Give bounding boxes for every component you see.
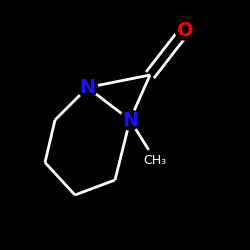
Circle shape: [120, 110, 140, 130]
Text: N: N: [80, 78, 96, 97]
Circle shape: [144, 149, 166, 171]
Circle shape: [78, 78, 98, 98]
Text: O: O: [177, 20, 193, 40]
Text: N: N: [122, 110, 138, 130]
Circle shape: [175, 20, 195, 40]
Text: CH₃: CH₃: [144, 154, 167, 166]
